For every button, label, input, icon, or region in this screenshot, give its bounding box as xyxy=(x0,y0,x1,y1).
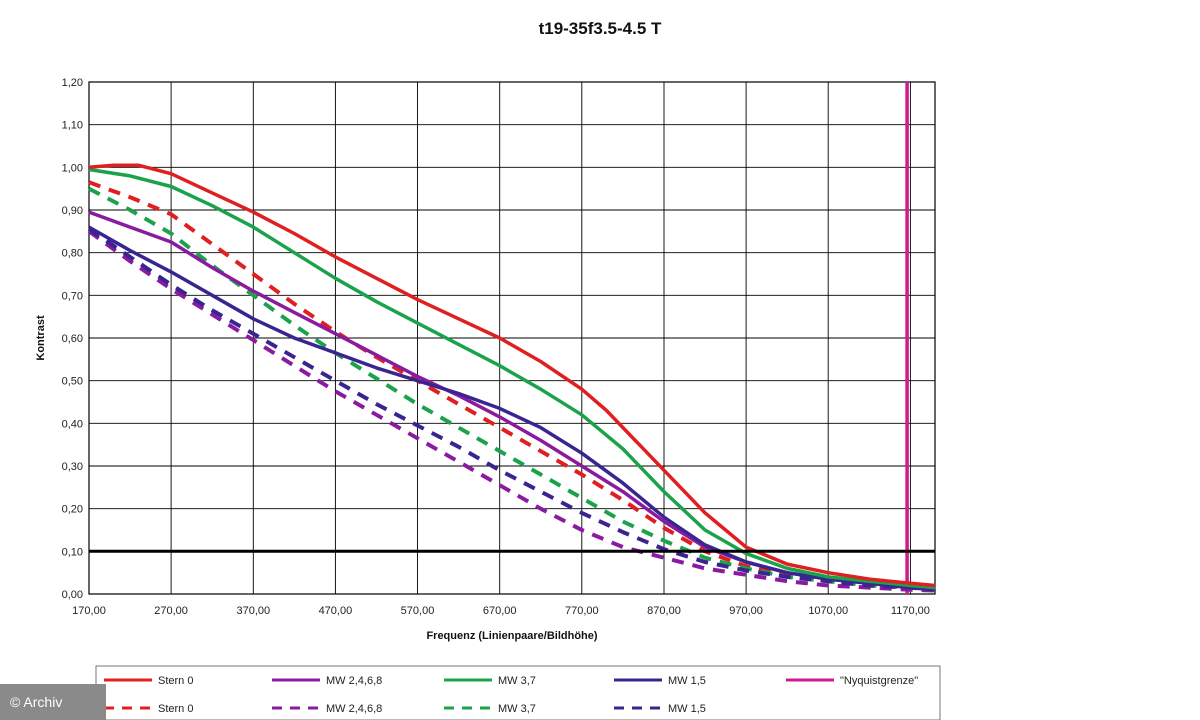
credit-badge: © Archiv xyxy=(0,684,106,720)
y-tick-label: 1,10 xyxy=(62,120,83,132)
x-tick-label: 1070,00 xyxy=(808,605,848,617)
series-line-stern-0 xyxy=(88,163,936,588)
plot-area xyxy=(87,81,936,595)
series-line-mw-3-7 xyxy=(88,167,936,590)
y-tick-label: 0,30 xyxy=(62,461,83,473)
x-tick-label: 870,00 xyxy=(647,605,681,617)
y-tick-label: 0,40 xyxy=(62,418,83,430)
y-tick-label: 0,10 xyxy=(62,546,83,558)
x-tick-label: 670,00 xyxy=(483,605,517,617)
x-axis-title: Frequenz (Linienpaare/Bildhöhe) xyxy=(426,630,597,642)
legend-label: MW 3,7 xyxy=(498,675,536,687)
x-tick-label: 1170,00 xyxy=(891,605,930,617)
x-axis: 170,00 270,00 370,00 470,00 570,00 670,00 770,… xyxy=(72,605,930,617)
legend-label: Stern 0 xyxy=(158,703,193,715)
x-tick-label: 770,00 xyxy=(565,605,599,617)
grid xyxy=(88,81,935,595)
series-line-mw-1-5-dashed xyxy=(87,227,936,592)
y-tick-label: 0,80 xyxy=(62,248,83,260)
y-axis-title: Kontrast xyxy=(35,315,47,361)
y-tick-label: 0,00 xyxy=(62,589,83,601)
x-tick-label: 570,00 xyxy=(401,605,435,617)
y-tick-label: 1,20 xyxy=(62,77,83,89)
chart-title: t19-35f3.5-4.5 T xyxy=(539,19,662,38)
series-layer xyxy=(87,82,936,594)
legend-label: MW 3,7 xyxy=(498,703,536,715)
y-tick-label: 0,50 xyxy=(62,376,83,388)
credit-background xyxy=(0,684,106,720)
series-line-mw-2-4-6-8-dashed xyxy=(87,229,936,593)
x-tick-label: 370,00 xyxy=(236,605,270,617)
y-tick-label: 0,90 xyxy=(62,205,83,217)
legend-label: "Nyquistgrenze" xyxy=(840,675,918,687)
y-tick-label: 1,00 xyxy=(62,162,83,174)
legend-label: MW 1,5 xyxy=(668,675,706,687)
y-axis: 0,00 0,10 0,20 0,30 0,40 0,50 0,60 0,70 0,80 0,90… xyxy=(62,77,83,601)
y-tick-label: 0,70 xyxy=(62,290,83,302)
legend: Stern 0 MW 2,4,6,8 MW 3,7 MW 1,5 "Nyquistgre… xyxy=(95,665,941,720)
legend-frame xyxy=(95,665,941,720)
legend-label: MW 2,4,6,8 xyxy=(326,703,382,715)
legend-label: Stern 0 xyxy=(158,675,193,687)
x-tick-label: 470,00 xyxy=(319,605,353,617)
legend-label: MW 1,5 xyxy=(668,703,706,715)
y-tick-label: 0,60 xyxy=(62,333,83,345)
y-tick-label: 0,20 xyxy=(62,504,83,516)
credit-text: © Archiv xyxy=(10,694,62,710)
x-tick-label: 970,00 xyxy=(729,605,763,617)
x-tick-label: 170,00 xyxy=(72,605,106,617)
x-tick-label: 270,00 xyxy=(154,605,188,617)
legend-label: MW 2,4,6,8 xyxy=(326,675,382,687)
series-line-mw-1-5 xyxy=(88,225,936,592)
